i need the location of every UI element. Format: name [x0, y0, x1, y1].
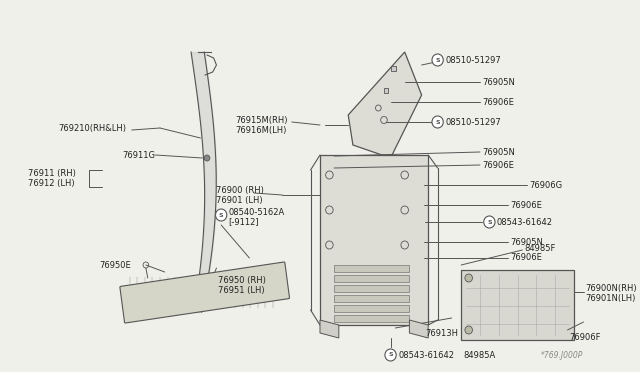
Text: 84985A: 84985A	[463, 350, 495, 359]
Text: 76900N(RH): 76900N(RH)	[586, 283, 637, 292]
Text: 08510-51297: 08510-51297	[445, 55, 501, 64]
Text: 76906G: 76906G	[529, 180, 562, 189]
Circle shape	[216, 209, 227, 221]
Text: 76906E: 76906E	[482, 97, 514, 106]
Circle shape	[385, 349, 396, 361]
Polygon shape	[410, 320, 428, 338]
Text: 76950E: 76950E	[99, 260, 131, 269]
Bar	[383, 87, 388, 93]
Text: 76905N: 76905N	[482, 148, 515, 157]
Text: S: S	[388, 353, 393, 357]
Bar	[334, 275, 410, 282]
Polygon shape	[348, 52, 422, 158]
Circle shape	[484, 216, 495, 228]
Text: 76913H: 76913H	[426, 328, 458, 337]
Text: 08543-61642: 08543-61642	[398, 350, 454, 359]
Bar	[334, 305, 410, 312]
Bar	[320, 155, 428, 325]
Text: 76906E: 76906E	[510, 201, 542, 209]
Circle shape	[465, 274, 472, 282]
Text: S: S	[219, 212, 223, 218]
Circle shape	[432, 54, 444, 66]
Text: 76906E: 76906E	[510, 253, 542, 263]
Bar	[334, 315, 410, 322]
Text: 76911G: 76911G	[122, 151, 156, 160]
Text: 76905N: 76905N	[482, 77, 515, 87]
Text: 76906F: 76906F	[570, 334, 601, 343]
Bar	[461, 270, 574, 340]
Text: 76901 (LH): 76901 (LH)	[216, 196, 263, 205]
Text: 08510-51297: 08510-51297	[445, 118, 501, 126]
Text: 76900 (RH): 76900 (RH)	[216, 186, 264, 195]
Text: 76901N(LH): 76901N(LH)	[586, 294, 636, 302]
Text: S: S	[435, 119, 440, 125]
Text: 08543-61642: 08543-61642	[497, 218, 553, 227]
Text: [-9112]: [-9112]	[228, 218, 259, 227]
Circle shape	[465, 326, 472, 334]
Text: 76950 (RH): 76950 (RH)	[218, 276, 266, 285]
Bar	[334, 295, 410, 302]
Text: 76905N: 76905N	[510, 237, 543, 247]
Bar	[334, 265, 410, 272]
Text: 76912 (LH): 76912 (LH)	[28, 179, 75, 187]
Text: 84985F: 84985F	[524, 244, 556, 253]
Text: 76916M(LH): 76916M(LH)	[236, 125, 287, 135]
Text: S: S	[435, 58, 440, 62]
Bar	[391, 65, 396, 71]
Circle shape	[432, 116, 444, 128]
FancyBboxPatch shape	[120, 262, 289, 323]
Text: 76911 (RH): 76911 (RH)	[28, 169, 76, 177]
Circle shape	[204, 155, 210, 161]
Text: *769.J000P: *769.J000P	[541, 351, 584, 360]
Polygon shape	[320, 320, 339, 338]
Bar	[334, 285, 410, 292]
Text: 08540-5162A: 08540-5162A	[228, 208, 285, 217]
Text: 76951 (LH): 76951 (LH)	[218, 285, 265, 295]
Text: 76906E: 76906E	[482, 160, 514, 170]
Text: 769210(RH&LH): 769210(RH&LH)	[58, 124, 126, 132]
Text: 76915M(RH): 76915M(RH)	[236, 115, 288, 125]
Text: S: S	[487, 219, 492, 224]
